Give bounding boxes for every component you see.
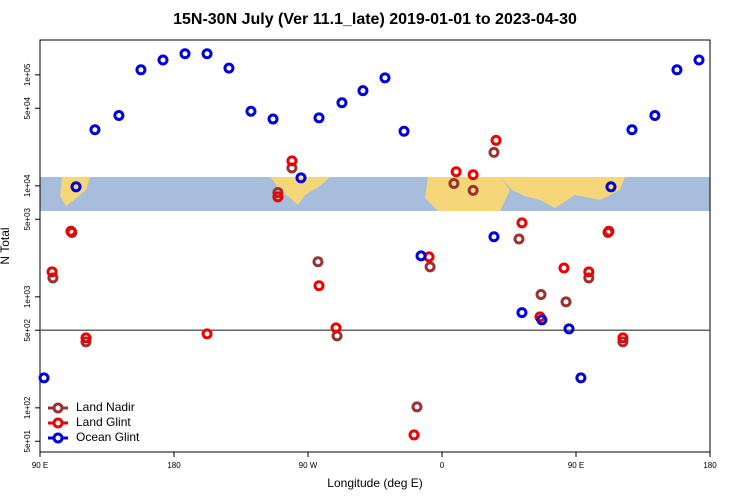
point	[80, 336, 92, 348]
point	[312, 256, 324, 268]
point	[201, 48, 213, 60]
legend-marker	[52, 432, 64, 444]
point	[575, 372, 587, 384]
point	[336, 97, 348, 109]
point	[563, 323, 575, 335]
point	[490, 134, 502, 146]
point	[179, 48, 191, 60]
x-tick-label: 90 W	[299, 461, 318, 470]
plot-frame	[39, 39, 711, 453]
point	[135, 64, 147, 76]
point	[617, 336, 629, 348]
point	[516, 307, 528, 319]
y-axis-label: N Total	[0, 227, 12, 264]
legend-marker	[52, 417, 64, 429]
x-tick-label: 180	[167, 461, 181, 470]
point	[70, 181, 82, 193]
x-tick-label: 90 E	[32, 461, 48, 470]
point	[379, 72, 391, 84]
point	[467, 169, 479, 181]
point	[488, 231, 500, 243]
legend-marker	[52, 402, 64, 414]
point	[272, 191, 284, 203]
point	[313, 280, 325, 292]
point	[583, 272, 595, 284]
y-tick-label: 5e+01	[23, 429, 32, 452]
point	[513, 233, 525, 245]
point	[113, 110, 125, 122]
point	[245, 105, 257, 117]
x-tick-label: 0	[440, 461, 445, 470]
point	[467, 184, 479, 196]
point	[535, 288, 547, 300]
point	[408, 429, 420, 441]
y-tick-label: 1e+05	[23, 63, 32, 86]
point	[38, 372, 50, 384]
point	[267, 113, 279, 125]
x-tick-label: 180	[703, 461, 717, 470]
point	[671, 64, 683, 76]
point	[286, 155, 298, 167]
point	[605, 181, 617, 193]
legend-label: Land Nadir	[76, 400, 135, 414]
point	[201, 328, 213, 340]
point	[89, 124, 101, 136]
point	[617, 332, 629, 344]
point	[516, 217, 528, 229]
point	[411, 401, 423, 413]
map-strip	[40, 177, 710, 211]
point	[560, 296, 572, 308]
y-tick-label: 1e+02	[23, 396, 32, 419]
point	[450, 166, 462, 178]
point	[558, 262, 570, 274]
point	[626, 124, 638, 136]
point	[330, 322, 342, 334]
point	[223, 62, 235, 74]
point	[65, 225, 77, 237]
point	[313, 112, 325, 124]
point	[448, 177, 460, 189]
point	[47, 272, 59, 284]
y-tick-label: 5e+02	[23, 318, 32, 341]
x-axis-label: Longitude (deg E)	[327, 476, 422, 490]
legend-label: Land Glint	[76, 415, 131, 429]
y-tick-label: 1e+03	[23, 285, 32, 308]
y-tick-label: 1e+04	[23, 174, 32, 197]
point	[295, 172, 307, 184]
y-tick-label: 5e+04	[23, 96, 32, 119]
point	[80, 332, 92, 344]
point	[272, 187, 284, 199]
point	[649, 110, 661, 122]
y-tick-label: 5e+03	[23, 207, 32, 230]
point	[398, 125, 410, 137]
point	[424, 261, 436, 273]
point	[536, 314, 548, 326]
chart-title: 15N-30N July (Ver 11.1_late) 2019-01-01 …	[173, 11, 577, 28]
point	[357, 85, 369, 97]
point	[583, 266, 595, 278]
point	[693, 54, 705, 66]
legend-label: Ocean Glint	[76, 430, 140, 444]
point	[46, 266, 58, 278]
x-tick-label: 90 E	[568, 461, 584, 470]
point	[488, 146, 500, 158]
point	[157, 54, 169, 66]
point	[603, 225, 615, 237]
point	[415, 250, 427, 262]
